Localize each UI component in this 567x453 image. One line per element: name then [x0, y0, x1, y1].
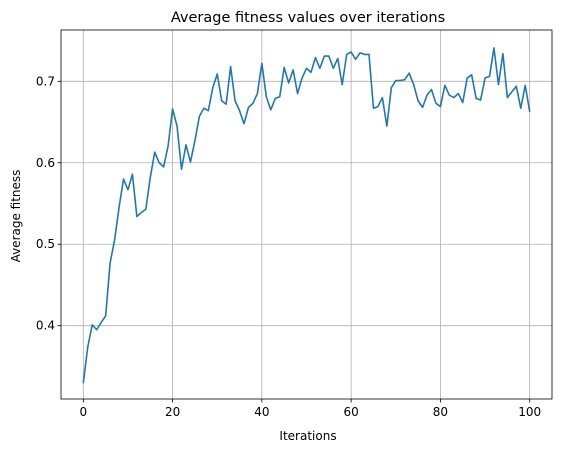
x-tick-label: 100	[518, 405, 541, 419]
y-tick-label: 0.5	[36, 237, 55, 251]
x-tick-label: 20	[165, 405, 180, 419]
x-tick-label: 40	[254, 405, 269, 419]
chart-title: Average fitness values over iterations	[171, 10, 445, 26]
y-tick-label: 0.6	[36, 156, 55, 170]
gridlines	[61, 30, 552, 399]
x-tick-label: 0	[79, 405, 87, 419]
x-tick-label: 80	[433, 405, 448, 419]
fitness-series-line	[82, 47, 531, 384]
x-axis-label: Iterations	[279, 429, 336, 443]
x-tick-label: 60	[343, 405, 358, 419]
y-tick-label: 0.7	[36, 74, 55, 88]
y-tick-label: 0.4	[36, 319, 55, 333]
y-axis-label: Average fitness	[9, 170, 23, 263]
axis-ticks: 0 20 40 60 80 100 0.4 0.5 0.6 0.7	[36, 74, 541, 419]
plot-frame	[60, 29, 553, 400]
